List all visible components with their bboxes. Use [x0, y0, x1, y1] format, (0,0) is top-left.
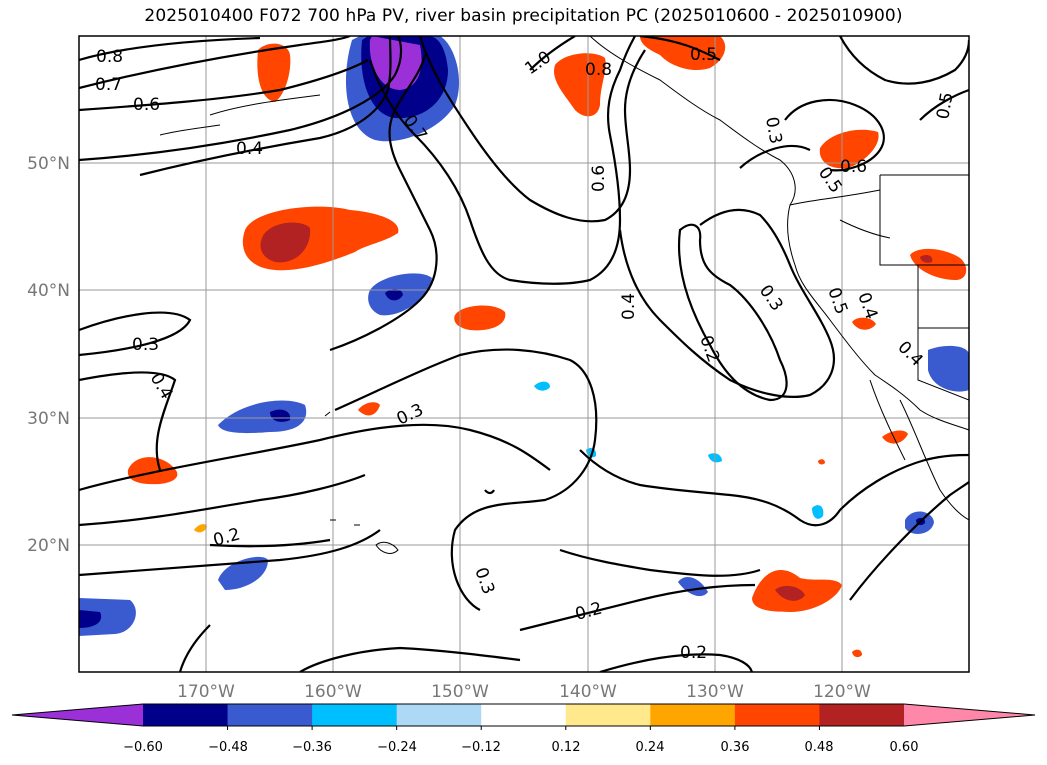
pos-blob — [819, 129, 879, 169]
lat-label: 30°N — [27, 409, 70, 429]
colorbar-tick-label: −0.24 — [377, 740, 417, 755]
neg-blob — [678, 577, 708, 597]
contour-label: 0.4 — [236, 139, 263, 159]
colorbar-tick-label: 0.12 — [552, 740, 581, 755]
contour-label: 0.3 — [470, 565, 498, 597]
colorbar-extend-min — [12, 704, 143, 726]
lon-label: 170°W — [177, 682, 235, 702]
colorbar-tick-label: 0.48 — [805, 740, 834, 755]
neg-blob — [928, 345, 969, 392]
colorbar-segment — [227, 704, 313, 726]
colorbar — [11, 703, 1036, 730]
pos-blob — [260, 222, 311, 263]
contour-label: 0.3 — [132, 335, 159, 355]
contour-label: 0.2 — [680, 643, 707, 663]
lat-label: 40°N — [27, 281, 70, 301]
contour-label: 0.4 — [893, 337, 926, 370]
contour-label: 0.7 — [95, 75, 122, 95]
pos-blob — [640, 36, 726, 71]
pos-blob — [852, 317, 876, 330]
map-title: 2025010400 F072 700 hPa PV, river basin … — [144, 6, 903, 26]
contour-label: 0.3 — [761, 115, 785, 145]
neg-blob — [369, 36, 422, 90]
colorbar-segment — [734, 704, 820, 726]
lat-label: 20°N — [27, 536, 70, 556]
neg-blob — [270, 409, 291, 422]
colorbar-segment — [650, 704, 736, 726]
pos-blob — [818, 459, 825, 465]
map-frame — [78, 35, 970, 673]
contour-label: 0.6 — [133, 95, 160, 115]
colorbar-tick-label: 0.24 — [636, 740, 665, 755]
pos-blob — [852, 649, 862, 658]
contour-label: 0.4 — [146, 370, 177, 403]
colorbar-segment — [143, 704, 229, 726]
lon-label: 150°W — [431, 682, 489, 702]
colorbar-segment — [396, 704, 482, 726]
colorbar-outline — [11, 703, 1036, 727]
colorbar-ticks: −0.60 −0.48 −0.36 −0.24 −0.12 0.12 0.24 … — [123, 740, 918, 755]
lon-axis-labels: 170°W 160°W 150°W 140°W 130°W 120°W — [177, 682, 871, 702]
colorbar-tick-label: −0.36 — [292, 740, 332, 755]
lat-label: 50°N — [27, 154, 70, 174]
colorbar-extend-max — [904, 704, 1035, 726]
contour-label: 0.3 — [755, 281, 787, 315]
colorbar-segment — [565, 704, 651, 726]
lat-axis-labels: 50°N 40°N 30°N 20°N — [27, 154, 70, 556]
pos-blob — [882, 430, 908, 444]
contour-label: 0.6 — [589, 165, 609, 192]
neg-blob — [218, 556, 268, 590]
pos-blob — [554, 53, 606, 117]
precip-shading — [79, 36, 969, 658]
coastlines — [159, 36, 969, 554]
neg-blob — [534, 381, 550, 391]
contour-label: 0.2 — [573, 599, 604, 625]
pos-blob — [454, 305, 506, 331]
colorbar-tick-label: −0.12 — [461, 740, 501, 755]
contour-label: 0.5 — [690, 45, 717, 65]
neg-blob — [218, 400, 307, 434]
pos-blob — [920, 254, 933, 263]
neg-blob — [79, 610, 102, 628]
contour-label: 0.6 — [840, 157, 867, 177]
colorbar-tick-label: 0.60 — [890, 740, 919, 755]
lon-label: 140°W — [559, 682, 617, 702]
lon-label: 160°W — [304, 682, 362, 702]
pos-blob — [358, 402, 380, 416]
lon-label: 130°W — [686, 682, 744, 702]
pos-blob — [257, 43, 291, 102]
pos-blob — [127, 457, 178, 485]
colorbar-tick-label: −0.60 — [123, 740, 163, 755]
colorbar-segment — [312, 704, 398, 726]
contour-label: 0.5 — [933, 91, 957, 121]
contour-label: 0.4 — [853, 290, 881, 322]
contour-label: 0.8 — [96, 47, 123, 67]
pv-contours — [79, 36, 969, 672]
lon-label: 120°W — [813, 682, 871, 702]
colorbar-segment — [481, 704, 567, 726]
map-area: 0.8 0.7 0.6 0.4 1.0 0.8 0.5 0.7 0.6 0.3 … — [79, 36, 969, 672]
colorbar-tick-label: 0.36 — [721, 740, 750, 755]
graticule — [79, 36, 969, 672]
pos-blob — [194, 524, 207, 533]
colorbar-segment — [819, 704, 905, 726]
neg-blob — [812, 505, 824, 519]
contour-label: 0.4 — [619, 293, 639, 320]
neg-blob — [79, 598, 136, 636]
contour-label: 0.8 — [585, 60, 612, 80]
colorbar-tick-label: −0.48 — [208, 740, 248, 755]
contour-labels: 0.8 0.7 0.6 0.4 1.0 0.8 0.5 0.7 0.6 0.3 … — [95, 45, 958, 663]
neg-blob — [385, 289, 403, 301]
pos-blob — [775, 585, 805, 601]
